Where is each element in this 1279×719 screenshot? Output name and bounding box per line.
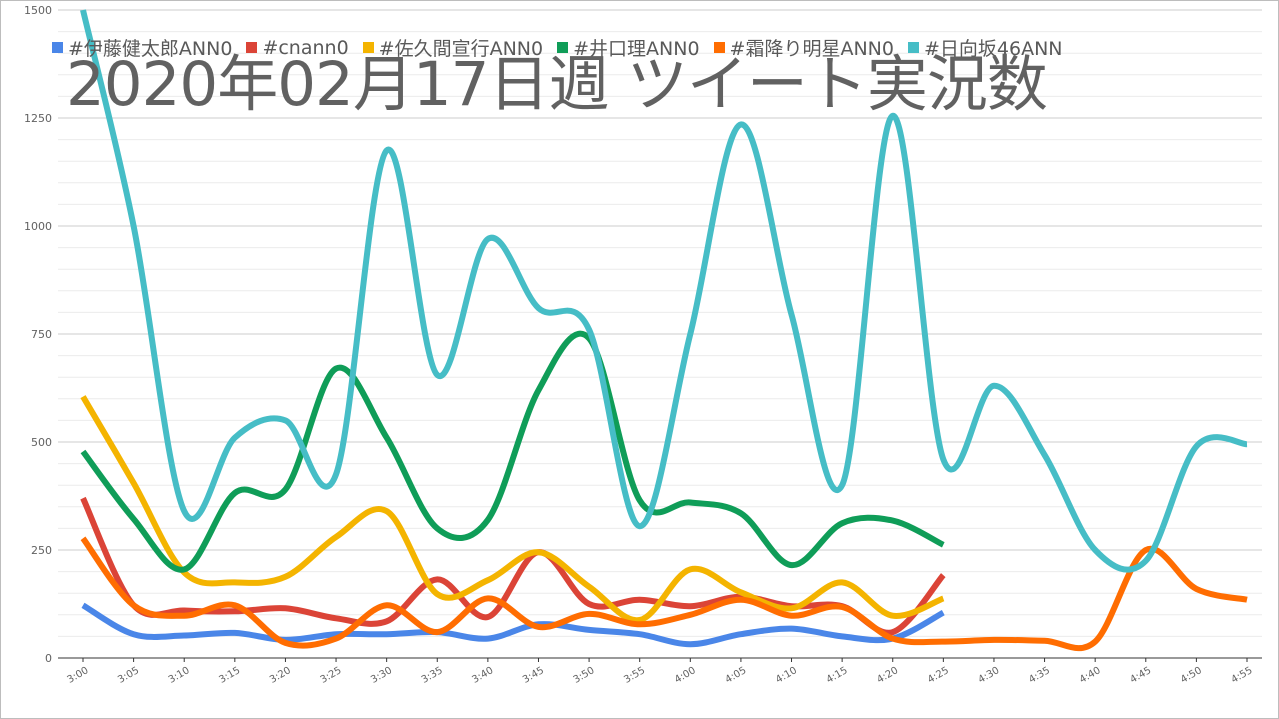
legend-item-2: #cnann0 (246, 36, 349, 59)
y-tick-label: 250 (31, 544, 52, 557)
x-tick-label: 3:15 (217, 665, 242, 686)
legend-swatch-icon (907, 42, 919, 53)
series-line-6 (80, 9, 1248, 573)
legend-swatch-icon (557, 42, 569, 53)
x-tick-label: 4:30 (976, 665, 1001, 686)
x-tick-label: 4:00 (673, 665, 698, 686)
x-tick-label: 3:40 (470, 665, 495, 686)
x-tick-label: 4:20 (875, 665, 900, 686)
x-tick-label: 4:10 (774, 665, 799, 686)
chart-title: 2020年02月17日週 ツイート実況数 (66, 49, 1048, 120)
series-line-4 (80, 330, 945, 573)
legend-item-4: #井口理ANN0 (557, 34, 700, 61)
legend-item-1: #伊藤健太郎ANN0 (52, 34, 232, 61)
x-tick-label: 4:50 (1179, 665, 1204, 686)
series-line-1 (81, 602, 945, 648)
legend-label: #霜降り明星ANN0 (729, 38, 894, 60)
x-tick-label: 3:50 (572, 665, 597, 686)
legend-swatch-icon (713, 42, 725, 53)
x-tick-label: 3:05 (116, 665, 141, 686)
y-tick-label: 1250 (24, 112, 52, 125)
y-tick-label: 1500 (24, 4, 52, 17)
x-tick-label: 4:40 (1078, 665, 1103, 686)
x-tick-label: 3:30 (369, 665, 394, 686)
legend-item-3: #佐久間宣行ANN0 (362, 34, 544, 61)
x-tick-label: 3:45 (521, 665, 546, 686)
x-tick-label: 4:15 (825, 665, 850, 686)
x-tick-label: 4:05 (723, 665, 748, 686)
x-tick-label: 3:35 (420, 665, 445, 686)
legend-swatch-icon (52, 42, 63, 53)
x-tick-label: 4:35 (1027, 665, 1052, 686)
legend-label: #伊藤健太郎ANN0 (68, 38, 233, 60)
x-tick-label: 3:20 (268, 665, 293, 686)
series-line-5 (80, 536, 1248, 652)
legend-label: #井口理ANN0 (573, 38, 700, 60)
y-tick-label: 500 (31, 436, 52, 449)
x-tick-label: 3:25 (319, 665, 344, 686)
x-tick-label: 4:45 (1128, 665, 1153, 686)
x-tick-label: 4:25 (926, 665, 951, 686)
legend-label: #日向坂46ANN (923, 38, 1063, 60)
legend-label: #佐久間宣行ANN0 (378, 38, 544, 60)
legend-swatch-icon (246, 42, 258, 53)
y-tick-label: 1000 (24, 220, 52, 233)
y-tick-label: 750 (31, 328, 52, 341)
x-tick-label: 3:00 (66, 665, 91, 686)
legend-item-6: #日向坂46ANN (907, 34, 1063, 61)
x-tick-label: 3:10 (167, 665, 192, 686)
series-line-3 (80, 395, 945, 624)
x-tick-label: 4:55 (1230, 665, 1255, 686)
x-tick-label: 3:55 (622, 665, 647, 686)
legend-item-5: #霜降り明星ANN0 (713, 34, 894, 61)
legend: #伊藤健太郎ANN0 #cnann0 #佐久間宣行ANN0 #井口理ANN0 #霜降り明… (52, 34, 1063, 61)
legend-swatch-icon (362, 42, 374, 53)
legend-label: #cnann0 (262, 36, 349, 59)
y-tick-label: 0 (45, 652, 52, 665)
